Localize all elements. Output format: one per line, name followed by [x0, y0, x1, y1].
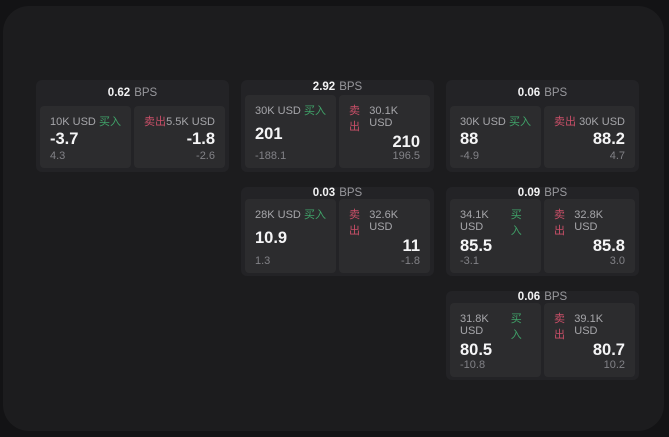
sell-amount: 30K USD — [579, 116, 625, 128]
sell-side-label: 卖出 — [349, 209, 360, 237]
bps-header: 0.06 BPS — [446, 291, 639, 303]
sell-panel[interactable]: 卖出 32.6K USD 11 -1.8 — [339, 199, 430, 273]
buy-panel[interactable]: 28K USD 买入 10.9 1.3 — [245, 199, 336, 273]
buy-price: 10.9 — [255, 229, 288, 247]
bps-value: 0.06 — [517, 291, 541, 303]
sell-amount: 32.8K USD — [574, 209, 604, 233]
sell-price: -1.8 — [186, 130, 215, 149]
bps-unit-label: BPS — [544, 187, 568, 199]
sell-price: 85.8 — [592, 237, 625, 255]
buy-side-label: 买入 — [510, 313, 522, 341]
bps-header: 0.09 BPS — [446, 187, 639, 199]
sell-delta: 10.2 — [603, 358, 625, 371]
buy-amount: 30K USD — [255, 104, 301, 117]
sell-amount: 5.5K USD — [166, 116, 215, 128]
bps-header: 0.62 BPS — [36, 80, 229, 106]
side-panels: 34.1K USD 买入 85.5 -3.1 卖出 32.8K USD 85.8… — [450, 199, 635, 273]
side-panels: 30K USD 买入 201 -188.1 卖出 30.1K USD 210 1… — [245, 94, 430, 168]
sell-price: 11 — [402, 237, 420, 255]
side-panels: 10K USD 买入 -3.7 4.3 卖出 5.5K USD -1.8 -2.… — [40, 106, 225, 168]
bps-unit-label: BPS — [339, 81, 363, 94]
buy-amount: 31.8K USD — [460, 313, 489, 337]
sell-panel[interactable]: 卖出 30.1K USD 210 196.5 — [339, 94, 430, 168]
buy-amount: 34.1K USD — [460, 209, 489, 233]
quote-card: 2.92 BPS 30K USD 买入 201 -188.1 卖出 30.1K … — [241, 80, 434, 172]
sell-panel[interactable]: 卖出 39.1K USD 80.7 10.2 — [544, 303, 635, 377]
buy-side-label: 买入 — [510, 209, 522, 237]
quote-card: 0.06 BPS 30K USD 买入 88 -4.9 卖出 30K USD 8… — [446, 80, 639, 172]
app-window: 0.62 BPS 10K USD 买入 -3.7 4.3 卖出 5.5K USD… — [3, 6, 664, 431]
bps-unit-label: BPS — [339, 187, 363, 199]
side-panels: 31.8K USD 买入 80.5 -10.8 卖出 39.1K USD 80.… — [450, 303, 635, 377]
buy-delta: -10.8 — [460, 358, 486, 371]
side-panels: 28K USD 买入 10.9 1.3 卖出 32.6K USD 11 -1.8 — [245, 199, 430, 273]
quote-card: 0.09 BPS 34.1K USD 买入 85.5 -3.1 卖出 32.8K… — [446, 187, 639, 276]
buy-price: 88 — [460, 130, 479, 149]
bps-header: 2.92 BPS — [241, 80, 434, 95]
sell-side-label: 卖出 — [554, 209, 565, 237]
sell-delta: -1.8 — [401, 254, 420, 267]
buy-delta: 4.3 — [50, 150, 66, 162]
buy-side-label: 买入 — [304, 104, 326, 117]
sell-side-label: 卖出 — [144, 116, 166, 128]
sell-side-label: 卖出 — [349, 104, 360, 133]
buy-panel[interactable]: 31.8K USD 买入 80.5 -10.8 — [450, 303, 541, 377]
bps-unit-label: BPS — [544, 291, 568, 303]
bps-value: 0.03 — [312, 187, 336, 199]
sell-price: 210 — [392, 132, 420, 151]
bps-unit-label: BPS — [134, 87, 158, 99]
sell-delta: 4.7 — [609, 150, 625, 162]
buy-side-label: 买入 — [99, 116, 121, 128]
buy-delta: -3.1 — [460, 254, 479, 267]
buy-price: 201 — [255, 124, 283, 143]
quote-card: 0.03 BPS 28K USD 买入 10.9 1.3 卖出 32.6K US… — [241, 187, 434, 276]
bps-value: 0.06 — [517, 87, 541, 99]
sell-price: 88.2 — [592, 130, 625, 149]
quote-card-grid: 0.62 BPS 10K USD 买入 -3.7 4.3 卖出 5.5K USD… — [36, 80, 639, 380]
sell-delta: -2.6 — [196, 150, 215, 162]
sell-delta: 3.0 — [609, 254, 625, 267]
buy-price: 85.5 — [460, 237, 493, 255]
sell-panel[interactable]: 卖出 32.8K USD 85.8 3.0 — [544, 199, 635, 273]
side-panels: 30K USD 买入 88 -4.9 卖出 30K USD 88.2 4.7 — [450, 106, 635, 168]
buy-amount: 28K USD — [255, 209, 301, 221]
sell-panel[interactable]: 卖出 30K USD 88.2 4.7 — [544, 106, 635, 168]
buy-panel[interactable]: 30K USD 买入 201 -188.1 — [245, 94, 336, 168]
buy-side-label: 买入 — [304, 209, 326, 221]
bps-unit-label: BPS — [544, 87, 568, 99]
quote-card: 0.62 BPS 10K USD 买入 -3.7 4.3 卖出 5.5K USD… — [36, 80, 229, 172]
sell-amount: 32.6K USD — [369, 209, 399, 233]
buy-price: -3.7 — [50, 130, 79, 149]
quote-card: 0.06 BPS 31.8K USD 买入 80.5 -10.8 卖出 39.1… — [446, 291, 639, 380]
sell-delta: 196.5 — [392, 150, 420, 162]
bps-value: 0.62 — [107, 87, 131, 99]
buy-amount: 30K USD — [460, 116, 506, 128]
buy-delta: -188.1 — [255, 150, 287, 162]
sell-price: 80.7 — [592, 341, 625, 359]
sell-side-label: 卖出 — [554, 313, 565, 341]
buy-panel[interactable]: 10K USD 买入 -3.7 4.3 — [40, 106, 131, 168]
buy-panel[interactable]: 34.1K USD 买入 85.5 -3.1 — [450, 199, 541, 273]
buy-delta: -4.9 — [460, 150, 479, 162]
sell-panel[interactable]: 卖出 5.5K USD -1.8 -2.6 — [134, 106, 225, 168]
bps-value: 2.92 — [312, 81, 336, 94]
buy-side-label: 买入 — [509, 116, 531, 128]
bps-header: 0.03 BPS — [241, 187, 434, 199]
buy-amount: 10K USD — [50, 116, 96, 128]
buy-price: 80.5 — [460, 341, 493, 359]
sell-amount: 39.1K USD — [574, 313, 604, 337]
bps-value: 0.09 — [517, 187, 541, 199]
sell-amount: 30.1K USD — [369, 104, 399, 129]
buy-delta: 1.3 — [255, 254, 271, 267]
sell-side-label: 卖出 — [554, 116, 576, 128]
buy-panel[interactable]: 30K USD 买入 88 -4.9 — [450, 106, 541, 168]
bps-header: 0.06 BPS — [446, 80, 639, 106]
